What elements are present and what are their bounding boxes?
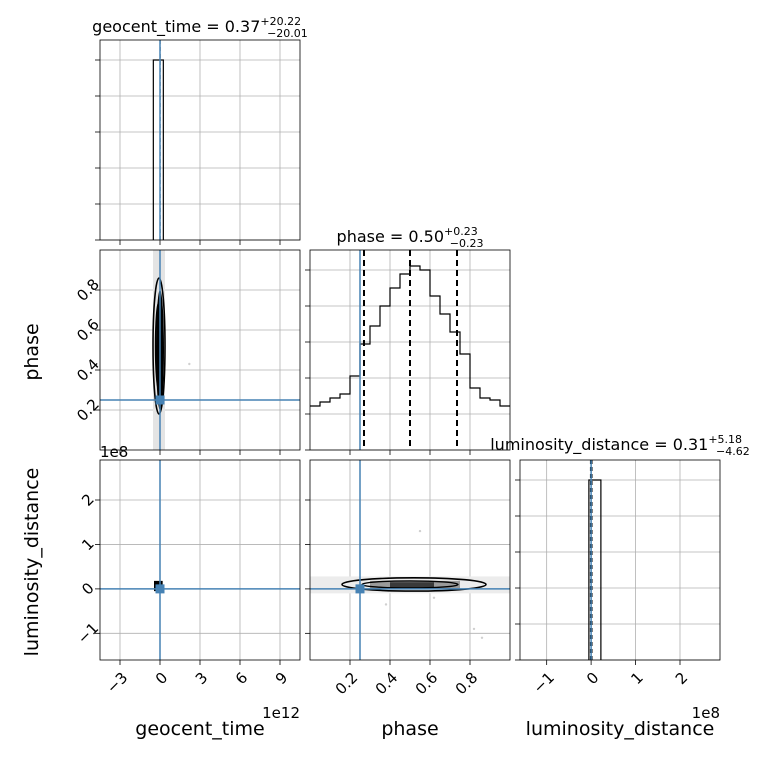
title-luminosity-distance: luminosity_distance = 0.31+5.18 −4.62: [490, 433, 750, 458]
panel-distance-hist: [515, 459, 721, 665]
axes-frame: [309, 459, 511, 661]
axes-frame: [99, 249, 301, 451]
density-core: [390, 582, 434, 588]
offset-text-geocent-time: 1e12: [262, 704, 300, 722]
x-axis-label-geocent-time: geocent_time: [135, 718, 264, 740]
sample-point: [432, 596, 436, 599]
sample-point: [480, 636, 484, 639]
panel-distance-vs-phase: [305, 459, 511, 665]
sample-point: [418, 529, 422, 533]
truth-marker: [155, 584, 165, 594]
panel-geocent-time-hist: [95, 39, 301, 245]
sample-point: [472, 627, 476, 631]
histogram-bar: [588, 479, 602, 660]
x-axis-label-luminosity-distance: luminosity_distance: [526, 718, 715, 740]
offset-text-luminosity-distance-y: 1e8: [100, 443, 128, 461]
truth-marker: [155, 395, 165, 405]
histogram-bar: [152, 59, 164, 240]
contour-outer: [341, 576, 487, 592]
panel-phase-vs-geocent-time: [95, 249, 301, 455]
axes-frame: [519, 459, 721, 661]
axes-frame: [99, 459, 301, 661]
y-axis-label-phase: phase: [21, 323, 43, 380]
sample-point: [188, 362, 191, 366]
sample-point: [384, 603, 388, 606]
axes-frame: [309, 249, 511, 451]
panel-phase-hist: [305, 249, 511, 455]
truth-marker: [355, 584, 365, 594]
title-geocent-time: geocent_time = 0.37+20.22 −20.01: [92, 15, 308, 40]
contour-outer: [152, 277, 166, 415]
x-axis-label-phase: phase: [381, 718, 438, 740]
offset-text-luminosity-distance-x: 1e8: [692, 704, 720, 722]
axes-frame: [99, 39, 301, 241]
title-phase: phase = 0.50+0.23 −0.23: [337, 225, 484, 250]
contour-inner: [154, 301, 164, 391]
panel-distance-vs-geocent-time: [95, 459, 301, 665]
y-axis-label-luminosity-distance: luminosity_distance: [21, 468, 43, 657]
